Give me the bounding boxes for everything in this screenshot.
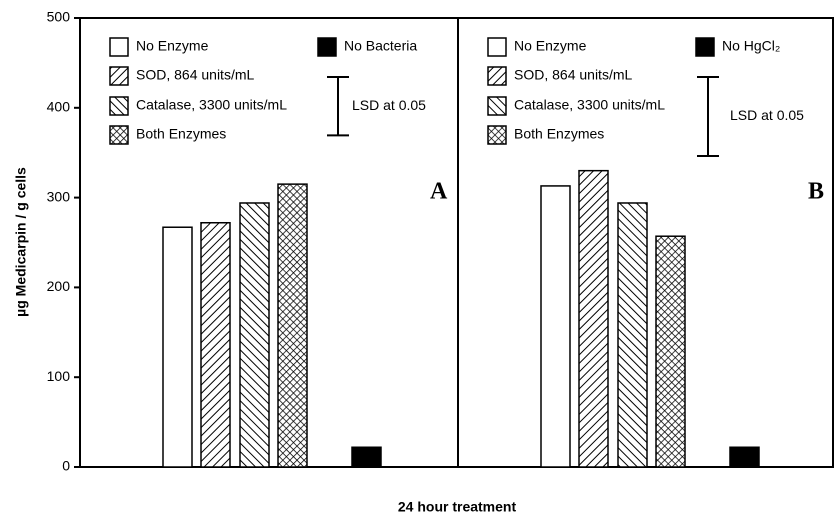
bar	[200, 221, 231, 468]
legend-label: SOD, 864 units/mL	[136, 67, 254, 83]
legend-label: Catalase, 3300 units/mL	[136, 97, 287, 113]
bar	[162, 226, 193, 468]
legend-swatch	[487, 66, 507, 86]
y-tick-label: 500	[47, 9, 71, 25]
bar	[351, 446, 382, 468]
legend-swatch	[487, 37, 507, 57]
legend-label: Both Enzymes	[136, 126, 226, 142]
y-tick-label: 400	[47, 99, 71, 115]
legend-swatch	[695, 37, 715, 57]
legend-label: No Enzyme	[514, 38, 587, 54]
lsd-label: LSD at 0.05	[352, 97, 426, 113]
panel-label: A	[430, 179, 448, 205]
legend-swatch	[109, 66, 129, 86]
bar	[578, 169, 609, 468]
bar	[617, 202, 648, 468]
panel-label: B	[808, 179, 824, 205]
bar	[277, 183, 308, 468]
legend-swatch	[109, 37, 129, 57]
legend-label: Catalase, 3300 units/mL	[514, 97, 665, 113]
legend-swatch	[487, 125, 507, 145]
legend-label: No HgCl₂	[722, 38, 780, 54]
x-axis-label: 24 hour treatment	[398, 499, 517, 515]
y-axis-label: µg Medicarpin / g cells	[13, 167, 29, 317]
y-tick-label: 300	[47, 188, 71, 204]
legend-label: No Enzyme	[136, 38, 209, 54]
legend-swatch	[109, 125, 129, 145]
bar	[729, 446, 760, 468]
legend-label: No Bacteria	[344, 38, 417, 54]
legend-swatch	[487, 96, 507, 116]
legend-swatch	[109, 96, 129, 116]
legend-label: Both Enzymes	[514, 126, 604, 142]
bar	[239, 202, 270, 468]
y-tick-label: 0	[62, 458, 70, 474]
bar	[540, 185, 571, 468]
lsd-label: LSD at 0.05	[730, 107, 804, 123]
legend-label: SOD, 864 units/mL	[514, 67, 632, 83]
plot-frame	[79, 17, 834, 468]
legend-swatch	[317, 37, 337, 57]
y-tick-label: 100	[47, 368, 71, 384]
bar	[655, 235, 686, 468]
y-tick-label: 200	[47, 278, 71, 294]
